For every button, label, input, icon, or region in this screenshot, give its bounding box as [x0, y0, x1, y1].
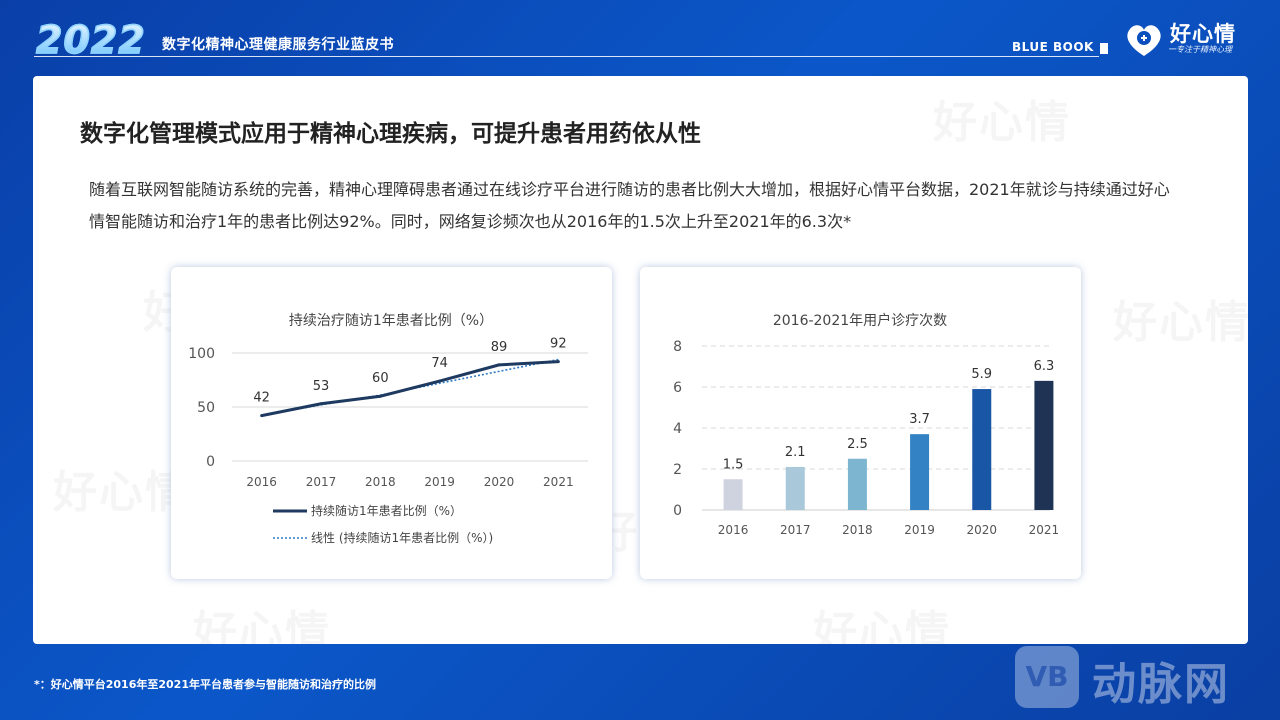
bar [847, 458, 867, 510]
data-label: 42 [253, 391, 270, 406]
line-point [260, 414, 264, 418]
watermark: 好心情 [813, 596, 951, 644]
bar [785, 466, 805, 510]
x-tick-label: 2017 [306, 475, 337, 489]
header-subtitle: 数字化精神心理健康服务行业蓝皮书 [162, 37, 394, 53]
y-tick-label: 6 [673, 380, 682, 396]
chart-title: 持续治疗随访1年患者比例（%） [289, 312, 493, 329]
header-divider [34, 56, 1099, 57]
content-card: 好心情 好心情 好心情 好心情 好心情 好心情 好心情 数字化管理模式应用于精神… [33, 76, 1248, 644]
line-chart: 持续治疗随访1年患者比例（%） 0 50 100 2016 2017 2018 2019 202… [188, 312, 588, 545]
page-title: 数字化管理模式应用于精神心理疾病，可提升患者用药依从性 [80, 121, 701, 147]
logo-slogan: 一专注于精神心理 [1168, 45, 1232, 54]
chart-title: 2016-2021年用户诊疗次数 [773, 312, 947, 329]
x-tick-label: 2018 [842, 523, 873, 537]
line-point [497, 363, 501, 367]
data-label: 2.5 [847, 437, 868, 452]
y-tick-label: 0 [673, 503, 682, 519]
x-tick-label: 2016 [246, 475, 277, 489]
heart-logo-icon [1127, 25, 1161, 56]
bar-chart-panel: 2016-2021年用户诊疗次数 0 2 4 6 8 1.5 2016 2.1 2017 2.5 20… [640, 267, 1081, 579]
y-tick-label: 50 [197, 400, 215, 416]
y-tick-label: 8 [673, 339, 682, 355]
vb-logo-icon: VB [1015, 646, 1079, 708]
x-tick-label: 2018 [365, 475, 396, 489]
header-year: 2022 [35, 18, 146, 62]
line-series [261, 360, 559, 418]
x-tick-label: 2016 [718, 523, 749, 537]
data-label: 2.1 [785, 445, 806, 460]
data-label: 5.9 [971, 367, 992, 382]
footnote: *：好心情平台2016年至2021年平台患者参与智能随访和治疗的比例 [34, 678, 376, 691]
y-tick-label: 100 [188, 346, 215, 362]
data-label: 60 [372, 371, 389, 386]
data-label: 1.5 [723, 457, 744, 472]
line-point [378, 394, 382, 398]
watermark: 好心情 [193, 596, 331, 644]
bar-chart: 2016-2021年用户诊疗次数 0 2 4 6 8 1.5 2016 2.1 2017 2.5 20… [673, 312, 1060, 537]
legend-label-trend: 线性 (持续随访1年患者比例（%）) [311, 530, 493, 545]
x-tick-label: 2020 [484, 475, 515, 489]
watermark: 好心情 [933, 86, 1071, 150]
x-tick-label: 2019 [424, 475, 455, 489]
watermark: 好心情 [1113, 286, 1248, 350]
bar [1034, 380, 1054, 510]
data-label: 92 [550, 337, 567, 352]
y-tick-label: 0 [206, 454, 215, 470]
x-tick-label: 2021 [543, 475, 574, 489]
bar [723, 479, 743, 510]
bar [910, 434, 930, 510]
intro-paragraph: 随着互联网智能随访系统的完善，精神心理障碍患者通过在线诊疗平台进行随访的患者比例… [89, 180, 1170, 231]
bar [972, 389, 992, 510]
y-tick-label: 2 [673, 462, 682, 478]
legend-label-main: 持续随访1年患者比例（%） [311, 503, 462, 518]
data-label: 6.3 [1034, 359, 1055, 374]
line-point [438, 379, 442, 383]
line-point [319, 402, 323, 406]
x-tick-label: 2017 [780, 523, 811, 537]
line-chart-panel: 持续治疗随访1年患者比例（%） 0 50 100 2016 2017 2018 2019 202… [171, 267, 612, 579]
data-label: 74 [431, 356, 448, 371]
line-point [556, 360, 560, 364]
data-label: 53 [313, 379, 330, 394]
blue-book-label: BLUE BOOK [1012, 40, 1094, 54]
header-square-decoration [1100, 43, 1108, 54]
x-tick-label: 2021 [1029, 523, 1060, 537]
data-label: 3.7 [909, 412, 930, 427]
data-label: 89 [491, 340, 508, 355]
x-tick-label: 2019 [904, 523, 935, 537]
brand-watermark: 动脉网 [1092, 659, 1230, 710]
logo-text: 好心情 [1170, 22, 1236, 46]
y-tick-label: 4 [673, 421, 682, 437]
x-tick-label: 2020 [966, 523, 997, 537]
